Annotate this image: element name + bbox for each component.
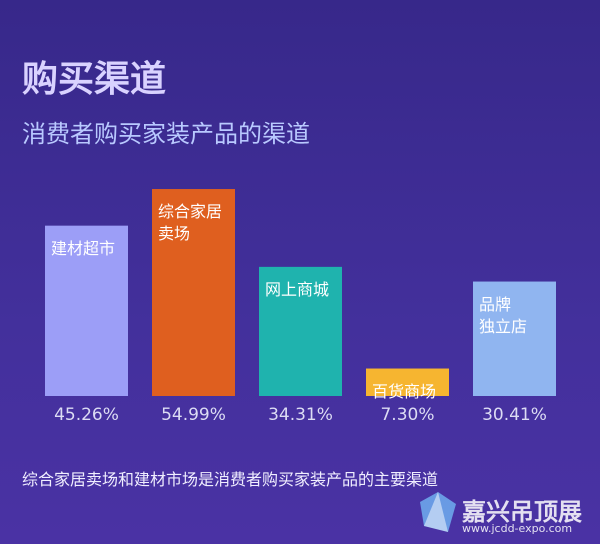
bar: [366, 368, 449, 396]
value-label: 7.30%: [380, 405, 434, 425]
value-label: 34.31%: [268, 405, 333, 425]
bar-label: 建材超市: [51, 238, 116, 258]
chart-note: 综合家居卖场和建材市场是消费者购买家装产品的主要渠道: [22, 470, 439, 489]
watermark-url: www.jcdd-expo.com: [462, 522, 573, 535]
watermark-name: 嘉兴吊顶展: [462, 498, 582, 526]
chart-title: 购买渠道: [22, 59, 167, 100]
value-label: 45.26%: [54, 405, 119, 425]
watermark-logo: [420, 492, 456, 532]
chart-subtitle: 消费者购买家装产品的渠道: [22, 120, 310, 148]
bar: [45, 225, 128, 396]
bar: [152, 189, 235, 396]
bar: [473, 281, 556, 396]
bar-label: 品牌 独立店: [479, 294, 528, 336]
bar: [259, 266, 342, 396]
bar-label: 百货商场: [372, 381, 437, 401]
bar-label: 综合家居 卖场: [158, 202, 223, 244]
value-label: 30.41%: [482, 405, 547, 425]
value-label: 54.99%: [161, 405, 226, 425]
bar-label: 网上商城: [265, 279, 330, 299]
